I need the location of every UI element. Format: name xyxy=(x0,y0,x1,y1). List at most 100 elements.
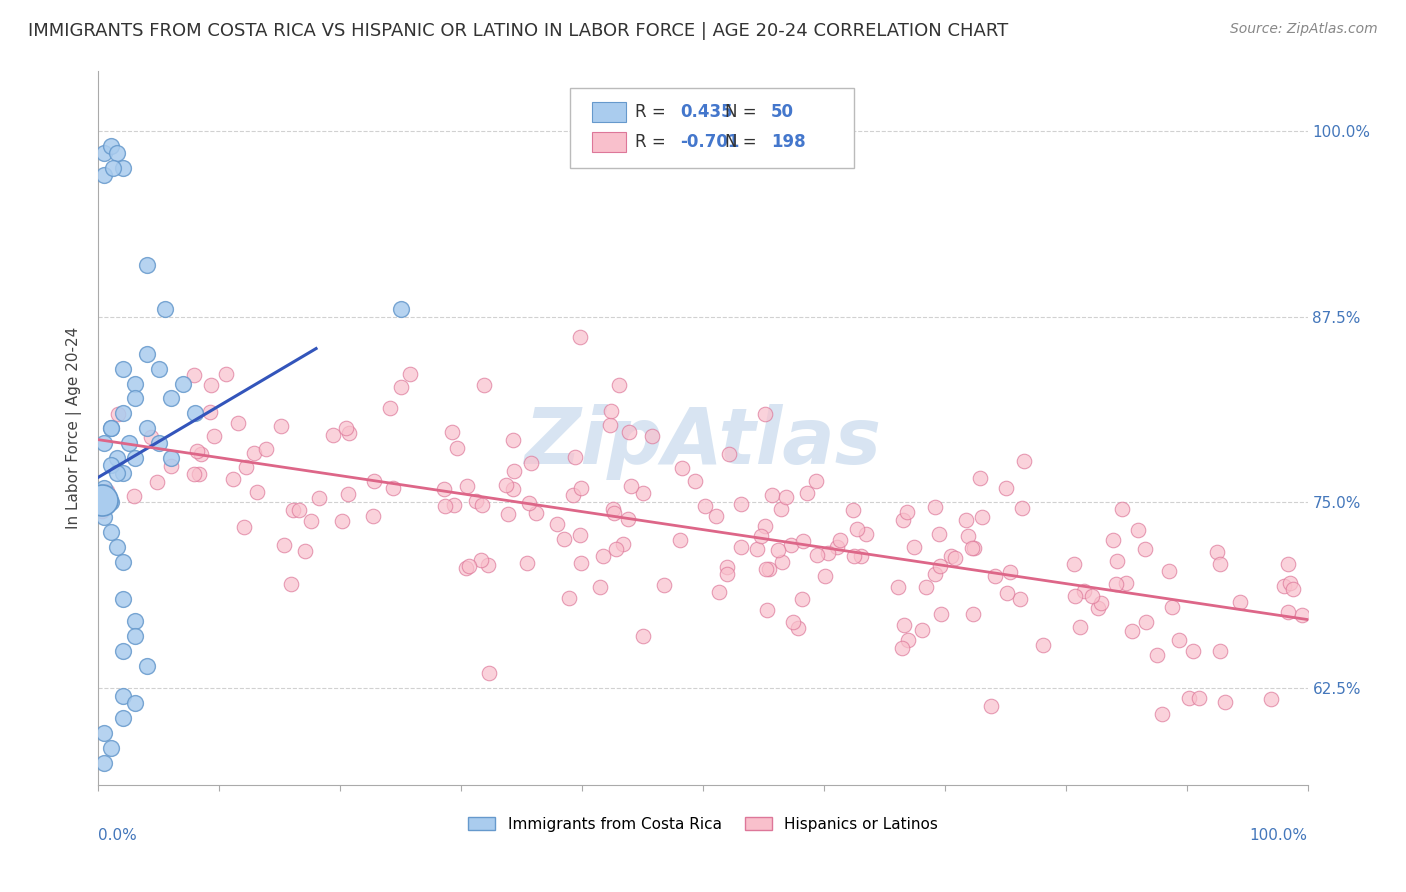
Point xyxy=(124,376,146,391)
Point xyxy=(111,644,134,658)
Point xyxy=(111,361,134,376)
Point xyxy=(911,623,934,637)
Point xyxy=(135,659,157,673)
Point xyxy=(730,497,752,511)
Point xyxy=(929,558,952,573)
Point xyxy=(378,401,401,415)
Point xyxy=(963,541,986,556)
Point xyxy=(100,495,122,509)
Point xyxy=(806,548,828,562)
Point xyxy=(122,489,145,503)
Point xyxy=(792,534,814,549)
Text: 198: 198 xyxy=(770,133,806,151)
Point xyxy=(160,392,183,406)
Text: IMMIGRANTS FROM COSTA RICA VS HISPANIC OR LATINO IN LABOR FORCE | AGE 20-24 CORR: IMMIGRANTS FROM COSTA RICA VS HISPANIC O… xyxy=(28,22,1008,40)
Text: ZipAtlas: ZipAtlas xyxy=(524,404,882,481)
Point xyxy=(93,481,115,495)
Point xyxy=(730,540,752,554)
Point xyxy=(761,488,783,502)
Point xyxy=(1182,644,1205,658)
Point xyxy=(903,540,925,554)
Point xyxy=(1272,579,1295,593)
Point xyxy=(855,527,877,541)
Point xyxy=(887,580,910,594)
Point xyxy=(915,580,938,594)
Point xyxy=(569,556,592,570)
Point xyxy=(1135,615,1157,629)
FancyBboxPatch shape xyxy=(592,102,626,122)
Point xyxy=(769,501,792,516)
Point xyxy=(433,499,456,513)
Point xyxy=(335,421,357,435)
Point xyxy=(754,518,776,533)
Text: R =: R = xyxy=(636,133,666,151)
Point xyxy=(984,569,1007,583)
Point xyxy=(1087,601,1109,615)
Point xyxy=(516,556,538,570)
Point xyxy=(1105,554,1128,568)
Point xyxy=(1213,695,1236,709)
Point xyxy=(564,450,586,464)
Point xyxy=(758,562,780,576)
Point xyxy=(339,426,361,441)
Point xyxy=(226,416,249,430)
Point xyxy=(995,481,1018,495)
Point xyxy=(472,377,495,392)
Point xyxy=(1121,624,1143,638)
Point xyxy=(330,514,353,528)
Point xyxy=(389,380,412,394)
Point xyxy=(707,585,730,599)
Point xyxy=(222,472,245,486)
Point xyxy=(124,450,146,465)
Point xyxy=(1090,596,1112,610)
Point xyxy=(617,425,640,439)
Point xyxy=(398,367,420,381)
Point xyxy=(962,607,984,622)
Text: 50: 50 xyxy=(770,103,794,121)
Point xyxy=(768,543,790,558)
Point xyxy=(111,555,134,569)
Point xyxy=(592,549,614,563)
Point xyxy=(105,466,128,480)
Point xyxy=(652,577,675,591)
Point xyxy=(569,481,592,495)
Point xyxy=(308,491,330,505)
Point xyxy=(891,641,914,656)
Point xyxy=(124,696,146,710)
Point xyxy=(1178,691,1201,706)
Point xyxy=(100,458,122,473)
Point xyxy=(704,508,727,523)
Point xyxy=(93,146,115,161)
Point xyxy=(111,711,134,725)
Point xyxy=(851,549,873,563)
Point xyxy=(389,302,412,317)
Point xyxy=(1080,589,1102,603)
Point xyxy=(502,482,524,496)
Point xyxy=(845,522,868,536)
Point xyxy=(270,418,292,433)
Point xyxy=(502,464,524,478)
Point xyxy=(972,510,994,524)
Point xyxy=(842,549,865,564)
FancyBboxPatch shape xyxy=(569,87,855,168)
Point xyxy=(283,503,305,517)
Point xyxy=(969,471,991,485)
Point xyxy=(93,510,115,524)
Point xyxy=(1206,545,1229,559)
Point xyxy=(135,421,157,435)
Point xyxy=(146,475,169,489)
Point xyxy=(288,503,311,517)
Point xyxy=(1012,454,1035,468)
Point xyxy=(336,486,359,500)
Point xyxy=(93,726,115,740)
Point xyxy=(755,561,778,575)
Point xyxy=(716,560,738,574)
Point xyxy=(495,478,517,492)
Point xyxy=(124,629,146,643)
Point xyxy=(557,591,579,605)
Point xyxy=(135,347,157,361)
Point xyxy=(1135,542,1157,557)
Point xyxy=(779,538,801,552)
Point xyxy=(1126,523,1149,537)
Point xyxy=(477,558,499,573)
